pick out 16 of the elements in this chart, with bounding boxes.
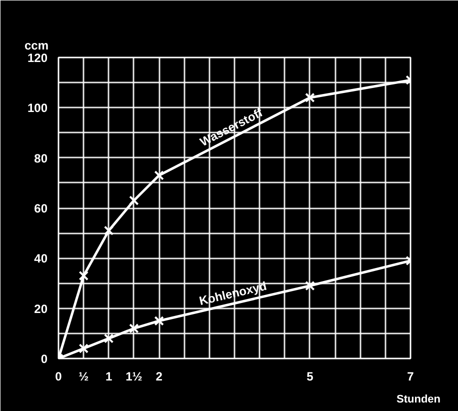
x-axis-title: Stunden xyxy=(396,394,441,406)
y-tick-label: 100 xyxy=(27,101,48,116)
y-tick-label: 120 xyxy=(27,51,48,65)
y-tick-label: 80 xyxy=(34,151,48,166)
y-tick-label: 20 xyxy=(34,302,48,316)
x-tick-label: 0 xyxy=(55,370,62,384)
x-tick-label: 7 xyxy=(407,370,414,384)
y-axis-title: ccm xyxy=(24,38,49,52)
y-tick-label: 0 xyxy=(40,352,48,366)
x-tick-label: 1 xyxy=(105,370,112,384)
x-tick-label: ½ xyxy=(78,370,89,384)
x-tick-label: 5 xyxy=(306,370,314,384)
x-tick-label: 2 xyxy=(156,370,163,384)
y-tick-label: 40 xyxy=(34,252,48,266)
x-tick-label: 1½ xyxy=(126,370,142,384)
y-tick-label: 60 xyxy=(34,202,48,216)
